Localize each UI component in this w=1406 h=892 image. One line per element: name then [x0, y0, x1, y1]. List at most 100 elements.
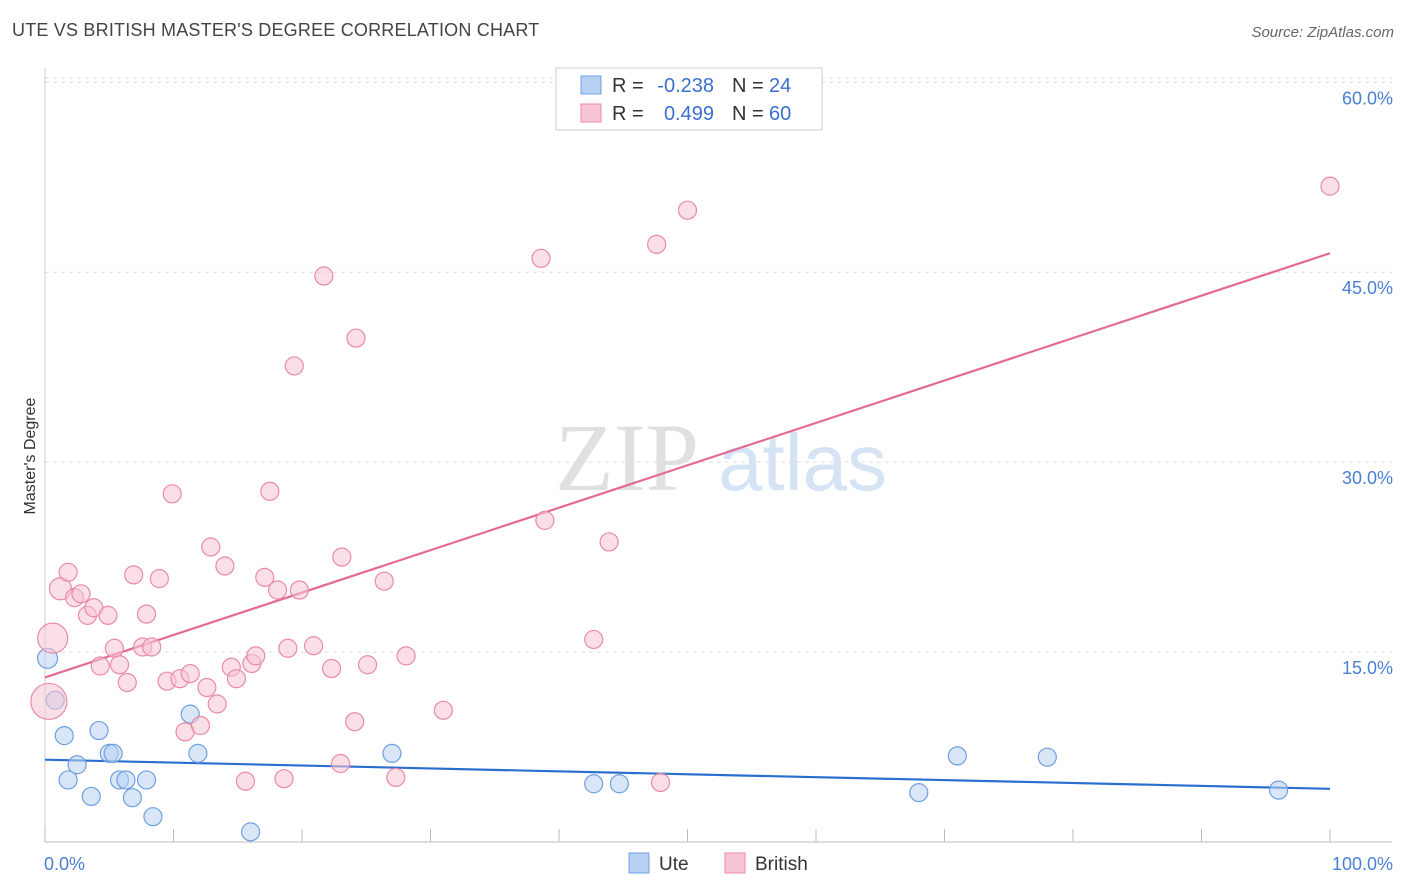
british-point — [260, 481, 280, 501]
y-axis-label: Master's Degree — [22, 397, 39, 514]
british-point — [303, 636, 324, 656]
british-point — [215, 556, 235, 576]
bottom-legend-ute-swatch — [628, 852, 650, 874]
british-point — [433, 700, 453, 720]
british-point — [274, 769, 294, 789]
british-point — [314, 266, 334, 286]
british-point — [321, 658, 342, 679]
legend-british-r-value: 0.499 — [664, 103, 714, 125]
british-point — [235, 771, 256, 791]
british-point — [197, 677, 217, 698]
y-tick-label: 45.0% — [1342, 278, 1393, 298]
legend-ute-r-value: -0.238 — [657, 75, 714, 97]
british-point — [332, 547, 352, 567]
british-point — [190, 715, 211, 736]
series-ute — [36, 647, 1289, 842]
ute-point — [947, 746, 967, 766]
british-point — [330, 753, 351, 774]
tick-labels: 15.0% 30.0% 45.0% 60.0% 0.0% 100.0% — [44, 88, 1393, 874]
ute-point — [89, 720, 109, 741]
british-point — [255, 567, 275, 587]
ute-point — [136, 770, 157, 790]
british-point — [124, 565, 144, 585]
ute-point — [1037, 747, 1057, 767]
ute-point — [81, 786, 101, 807]
british-point — [677, 200, 698, 220]
chart-title: UTE VS BRITISH MASTER'S DEGREE CORRELATI… — [12, 20, 540, 40]
ute-point — [382, 743, 402, 763]
ute-point — [54, 726, 74, 746]
data-points — [30, 176, 1340, 842]
british-point — [142, 637, 162, 657]
legend-british-r-label: R = — [612, 103, 644, 125]
british-point — [201, 537, 221, 557]
british-point — [647, 234, 667, 254]
bottom-legend-british-label: British — [755, 854, 808, 875]
british-point — [386, 767, 406, 788]
ute-point — [609, 774, 629, 794]
legend-british-swatch — [580, 103, 602, 123]
legend-ute-r-label: R = — [612, 75, 644, 97]
british-point — [117, 672, 137, 693]
british-point — [289, 580, 310, 600]
watermark-atlas: atlas — [718, 418, 887, 507]
british-point — [535, 510, 555, 530]
british-point — [284, 356, 304, 376]
british-point — [180, 664, 200, 684]
british-point — [37, 622, 69, 654]
ute-point — [116, 770, 136, 790]
british-point — [396, 646, 416, 666]
legend-ute-n-value: 24 — [769, 75, 791, 97]
series-british — [30, 176, 1340, 793]
british-point — [346, 328, 366, 348]
gridlines — [45, 77, 1392, 653]
x-tick-label: 100.0% — [1332, 854, 1393, 874]
british-point — [30, 682, 68, 721]
y-tick-label: 30.0% — [1342, 468, 1393, 488]
british-point — [71, 584, 91, 604]
ute-point — [584, 774, 604, 794]
british-point — [246, 646, 266, 666]
ute-point — [103, 743, 123, 763]
correlation-legend: R = -0.238 N = 24 R = 0.499 N = 60 — [555, 67, 823, 131]
british-point — [650, 772, 671, 793]
british-point — [267, 580, 288, 600]
british-trend-line — [44, 252, 1331, 679]
british-point — [584, 629, 604, 650]
watermark-zip: ZIP — [555, 404, 699, 511]
ute-point — [58, 770, 78, 790]
legend-british-n-label: N = — [732, 103, 764, 125]
british-point — [531, 248, 551, 268]
british-point — [345, 712, 365, 732]
british-point — [104, 638, 124, 658]
y-tick-label: 60.0% — [1342, 88, 1393, 108]
legend-ute-swatch — [580, 75, 602, 95]
ute-point — [909, 783, 929, 803]
trend-lines — [44, 252, 1331, 790]
british-point — [278, 638, 298, 658]
bottom-legend-british-swatch — [724, 852, 746, 874]
ute-point — [241, 822, 261, 842]
british-point — [162, 484, 182, 504]
legend-british-n-value: 60 — [769, 103, 791, 125]
british-point — [599, 532, 619, 552]
british-point — [1320, 176, 1340, 196]
ute-point — [67, 755, 87, 775]
british-point — [374, 571, 394, 591]
x-tick-label: 0.0% — [44, 854, 85, 874]
british-point — [226, 669, 247, 689]
british-point — [136, 604, 157, 624]
bottom-legend-ute-label: Ute — [659, 854, 689, 875]
y-tick-label: 15.0% — [1342, 658, 1393, 678]
ute-point — [188, 743, 208, 763]
series-legend: Ute British — [628, 852, 808, 875]
british-point — [207, 694, 227, 714]
ute-point — [1268, 780, 1289, 800]
british-point — [90, 656, 110, 676]
ute-point — [143, 807, 163, 827]
source-label: Source: ZipAtlas.com — [1251, 24, 1394, 41]
british-point — [98, 605, 118, 625]
british-point — [357, 655, 378, 675]
legend-ute-n-label: N = — [732, 75, 764, 97]
ute-point — [122, 788, 142, 808]
